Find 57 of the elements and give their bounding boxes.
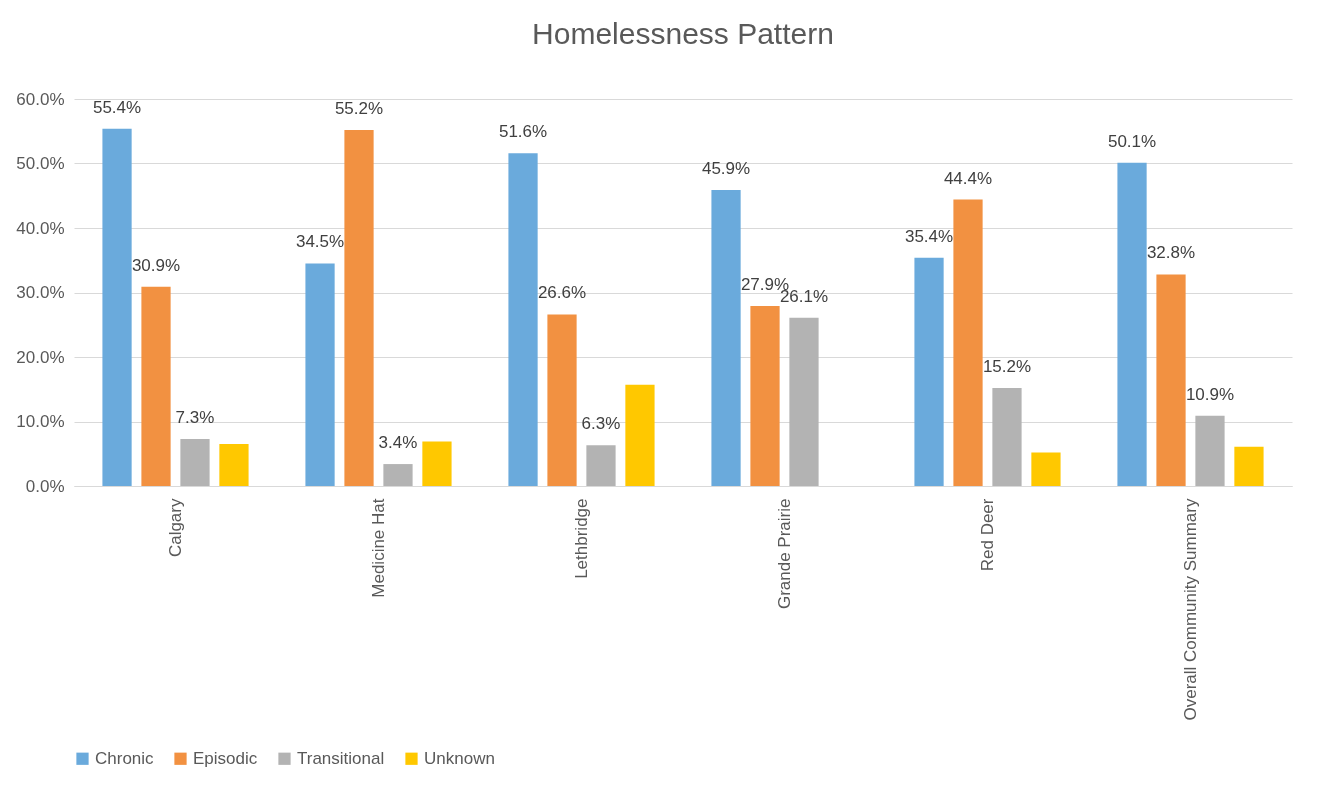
bar <box>141 286 171 486</box>
data-label: 44.4% <box>943 168 993 188</box>
bar <box>547 314 577 486</box>
data-label: 7.3% <box>175 407 215 427</box>
bar <box>711 189 741 486</box>
data-label: 10.9% <box>1185 384 1235 404</box>
data-label: 45.9% <box>701 158 751 178</box>
x-tick-label: Overall Community Summary <box>1180 498 1200 721</box>
y-tick-label: 20.0% <box>16 347 65 367</box>
x-tick-label: Grande Prairie <box>774 498 794 610</box>
legend-label: Episodic <box>193 748 258 768</box>
data-label: 15.2% <box>982 356 1032 376</box>
bar <box>1117 162 1147 486</box>
bar <box>625 384 655 486</box>
x-tick-label: Calgary <box>165 498 185 558</box>
bar <box>1234 446 1264 486</box>
bar <box>586 445 616 486</box>
data-label: 30.9% <box>131 255 181 275</box>
data-label: 26.6% <box>537 283 587 303</box>
data-label: 35.4% <box>904 226 954 246</box>
data-label: 50.1% <box>1107 131 1157 151</box>
bar <box>914 257 944 486</box>
x-tick-label: Lethbridge <box>571 498 591 579</box>
data-label: 55.4% <box>92 97 142 117</box>
legend-label: Unknown <box>424 748 495 768</box>
bar <box>180 438 210 486</box>
y-tick-label: 40.0% <box>16 218 65 238</box>
bar <box>992 387 1022 486</box>
bar <box>344 129 374 486</box>
data-label: 6.3% <box>581 414 621 434</box>
data-label: 32.8% <box>1146 243 1196 263</box>
legend-label: Transitional <box>297 748 385 768</box>
bar <box>383 464 413 486</box>
bar <box>508 153 538 486</box>
bar <box>750 306 780 486</box>
bar <box>789 317 819 486</box>
bar <box>1156 274 1186 486</box>
bar <box>953 199 983 486</box>
y-tick-label: 0.0% <box>25 476 65 496</box>
chart-title: Homelessness Pattern <box>532 17 834 50</box>
y-tick-label: 60.0% <box>16 89 65 109</box>
bar <box>1031 452 1061 486</box>
bar <box>1195 415 1225 486</box>
y-tick-label: 30.0% <box>16 283 65 302</box>
x-tick-label: Medicine Hat <box>368 498 388 598</box>
bar <box>219 444 249 486</box>
bar <box>422 441 452 486</box>
legend-label: Chronic <box>95 748 155 768</box>
data-label: 55.2% <box>334 98 384 118</box>
x-tick-label: Red Deer <box>977 498 997 572</box>
data-label: 34.5% <box>295 232 345 252</box>
data-label: 51.6% <box>498 122 548 142</box>
bar <box>305 263 335 486</box>
data-label: 3.4% <box>378 433 418 453</box>
y-tick-label: 50.0% <box>16 154 65 173</box>
y-tick-label: 10.0% <box>16 412 65 431</box>
bar <box>102 128 132 486</box>
